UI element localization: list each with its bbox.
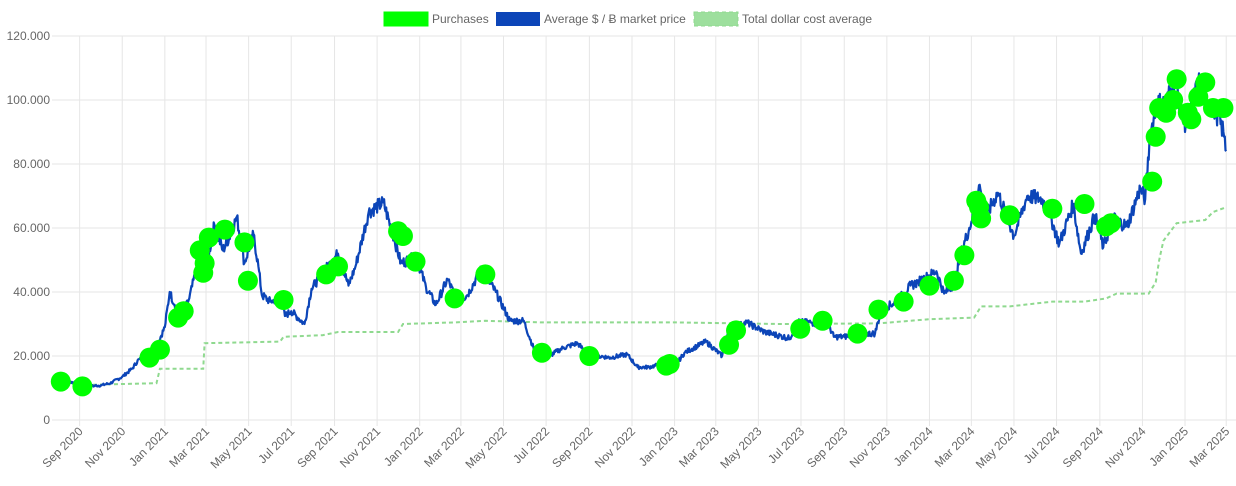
purchase-point[interactable] [893,291,914,312]
purchase-point[interactable] [1145,126,1166,147]
x-tick-label: Nov 2024 [1102,424,1148,470]
purchase-point[interactable] [72,376,93,397]
y-tick-label: 0 [43,413,50,427]
y-tick-label: 120.000 [7,29,51,43]
x-tick-label: Nov 2023 [847,424,893,470]
purchase-point[interactable] [943,270,964,291]
plot-area [50,69,1234,397]
purchase-point[interactable] [149,339,170,360]
y-tick-label: 80.000 [13,157,50,171]
x-tick-label: Mar 2023 [676,424,722,470]
purchase-point[interactable] [475,264,496,285]
legend-swatch-purchases [383,11,429,27]
purchase-point[interactable] [405,251,426,272]
x-tick-label: Sep 2020 [40,424,86,470]
purchase-point[interactable] [1195,72,1216,93]
x-tick-label: Sep 2023 [804,424,850,470]
purchase-point[interactable] [194,253,215,274]
purchase-point[interactable] [198,227,219,248]
purchase-point[interactable] [659,354,680,374]
purchase-point[interactable] [1042,198,1063,219]
y-tick-label: 20.000 [13,349,50,363]
x-tick-label: Jul 2024 [1021,424,1063,466]
legend: Purchases Average $ / Ƀ market price Tot… [383,11,872,27]
x-tick-label: Sep 2024 [1060,424,1106,470]
x-tick-label: May 2023 [717,424,764,471]
purchase-point[interactable] [531,342,552,363]
purchase-point[interactable] [919,275,940,296]
x-tick-label: Jan 2025 [1146,424,1191,469]
purchase-point[interactable] [273,290,294,310]
purchase-point[interactable] [1101,213,1122,234]
purchase-point[interactable] [237,270,258,291]
x-tick-label: Mar 2025 [1187,424,1233,470]
legend-swatch-market-price [496,12,540,26]
purchase-point[interactable] [1074,194,1095,214]
x-tick-label: Mar 2024 [932,424,978,470]
x-tick-label: Jan 2022 [381,424,426,469]
x-tick-label: Sep 2021 [294,424,340,470]
purchase-point[interactable] [173,301,194,322]
legend-item-purchases[interactable]: Purchases [383,11,489,27]
x-tick-label: Nov 2021 [337,424,383,470]
purchase-point[interactable] [234,232,255,253]
purchase-point[interactable] [579,346,600,366]
x-tick-label: May 2024 [973,424,1020,471]
purchase-point[interactable] [214,219,235,240]
purchase-point[interactable] [328,256,349,277]
purchase-point[interactable] [1142,171,1163,192]
x-tick-label: May 2021 [208,424,255,471]
market-price-line [57,72,1228,389]
purchase-point[interactable] [812,310,833,331]
purchase-point[interactable] [726,320,747,341]
x-tick-label: Jan 2024 [891,424,936,469]
legend-swatch-cost-average [693,11,739,27]
x-tick-label: May 2022 [462,424,509,471]
x-tick-label: Jan 2023 [636,424,681,469]
legend-item-market-price[interactable]: Average $ / Ƀ market price [496,12,686,26]
legend-label-cost-average: Total dollar cost average [742,12,872,26]
purchase-point[interactable] [868,299,889,320]
y-tick-label: 40.000 [13,285,50,299]
x-tick-label: Nov 2020 [82,424,128,470]
x-tick-label: Jan 2021 [126,424,171,469]
y-tick-label: 100.000 [7,93,51,107]
legend-label-market-price: Average $ / Ƀ market price [544,12,686,26]
purchase-point[interactable] [971,208,992,229]
purchase-point[interactable] [392,226,413,246]
purchase-point[interactable] [1181,109,1202,130]
x-tick-label: Jul 2023 [765,424,807,466]
purchase-point[interactable] [847,323,868,344]
purchase-point[interactable] [1213,98,1234,118]
purchase-point[interactable] [1163,90,1184,110]
grid [52,35,1236,426]
y-axis: 0 20.000 40.000 60.000 80.000 100.000 120.000 [7,29,51,427]
legend-label-purchases: Purchases [432,12,489,26]
x-tick-label: Sep 2022 [549,424,595,470]
x-tick-label: Jul 2021 [255,424,297,466]
purchase-point[interactable] [1166,69,1187,90]
x-tick-label: Mar 2021 [166,424,212,470]
purchase-point[interactable] [790,318,811,339]
purchase-point[interactable] [444,288,465,309]
y-tick-label: 60.000 [13,221,50,235]
x-tick-label: Nov 2022 [592,424,638,470]
x-tick-label: Mar 2022 [421,424,467,470]
purchase-point[interactable] [954,245,975,266]
purchase-point[interactable] [50,371,71,392]
legend-item-cost-average[interactable]: Total dollar cost average [693,11,872,27]
purchase-point[interactable] [999,205,1020,226]
x-tick-label: Jul 2022 [510,424,552,466]
